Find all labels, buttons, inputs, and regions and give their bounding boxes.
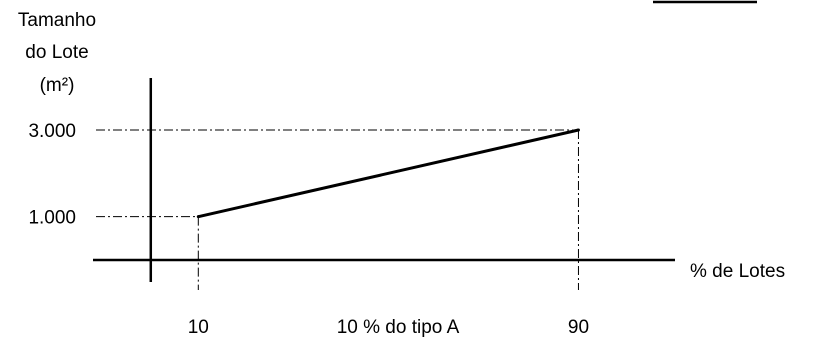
y-axis-title-line-2: do Lote [25,42,88,63]
series-group [196,128,580,219]
annotation-label: 10 % do tipo A [337,317,460,338]
data-line [197,128,579,219]
data-point-1 [576,128,580,132]
x-axis-title: % de Lotes [690,261,785,282]
x-tick-label-90: 90 [568,317,589,338]
x-tick-label-10: 10 [188,317,209,338]
y-axis-title-line-3: (m²) [40,75,75,96]
y-tick-label-1000: 1.000 [28,208,76,229]
y-tick-label-3000: 3.000 [28,121,76,142]
reference-guides [96,129,579,290]
data-point-0 [196,215,200,219]
y-axis-title-line-1: Tamanho [18,10,96,31]
